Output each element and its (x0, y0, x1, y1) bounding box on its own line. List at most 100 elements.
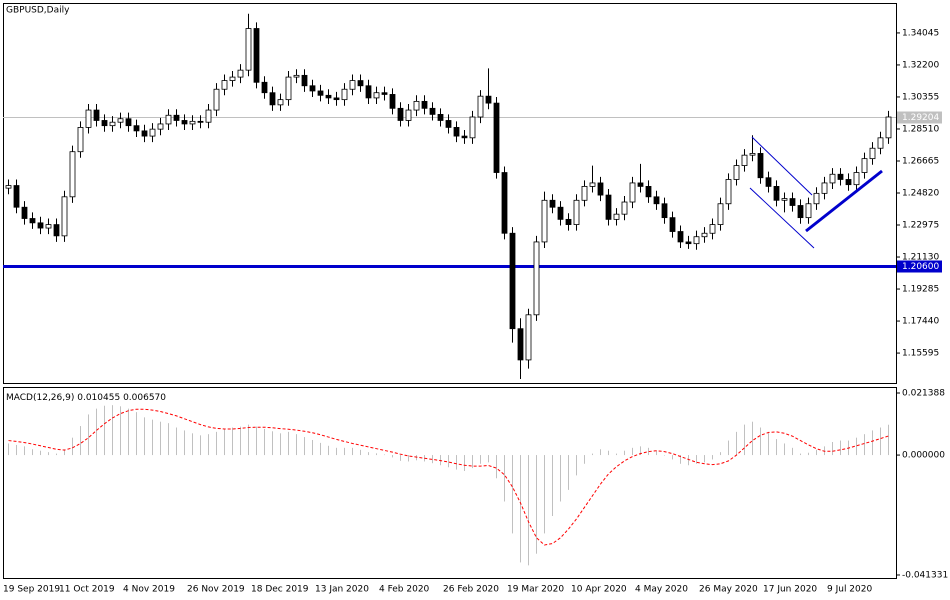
y-tick-label: -0.041331 (902, 570, 948, 580)
y-tick-label: 1.26665 (902, 156, 939, 166)
candle-body (605, 194, 612, 220)
candle-body (749, 153, 756, 156)
y-tick-label: 0.000000 (902, 451, 945, 461)
candle-body (21, 206, 28, 219)
macd-bar (624, 450, 625, 456)
macd-bar (152, 419, 153, 456)
macd-bar (208, 434, 209, 456)
macd-bar (376, 453, 377, 456)
candle-body (341, 88, 348, 101)
x-tick-label: 26 Feb 2020 (443, 585, 499, 595)
candle-body (357, 80, 364, 87)
x-tick-label: 26 Nov 2019 (187, 585, 245, 595)
x-tick-label: 4 May 2020 (635, 585, 688, 595)
signal-readout: 0.006570 (123, 393, 166, 403)
candle-body (261, 81, 268, 94)
macd-bar (672, 455, 673, 460)
macd-bar (216, 431, 217, 456)
candle-body (93, 109, 100, 121)
macd-bar (296, 434, 297, 456)
macd-bar (176, 427, 177, 456)
macd-bar (352, 447, 353, 456)
candle-body (253, 28, 260, 83)
macd-bar (80, 426, 81, 456)
x-tick-label: 17 Jun 2020 (763, 585, 817, 595)
macd-bar (864, 434, 865, 456)
macd-bar (664, 455, 665, 456)
macd-bar (312, 439, 313, 456)
candle-body (61, 196, 68, 237)
macd-bar (8, 443, 9, 456)
macd-bar (288, 431, 289, 456)
macd-bar (272, 431, 273, 456)
macd-bar (872, 430, 873, 456)
macd-bar (576, 455, 577, 476)
candle-body (29, 218, 36, 224)
trend-line (805, 169, 883, 233)
candle-body (733, 165, 740, 180)
macd-bar (72, 437, 73, 456)
candle-body (541, 199, 548, 243)
candle-body (621, 201, 628, 215)
candle-body (197, 120, 204, 123)
macd-bar (480, 455, 481, 464)
x-tick-label: 9 Jul 2020 (827, 585, 872, 595)
macd-bar (328, 445, 329, 456)
candle-body (381, 92, 388, 95)
macd-bar (488, 455, 489, 463)
macd-bar (792, 447, 793, 456)
macd-bar (128, 408, 129, 456)
macd-bar (184, 430, 185, 456)
macd-bar (768, 431, 769, 456)
macd-bar (168, 423, 169, 456)
candle-body (477, 95, 484, 118)
macd-readout: 0.010455 (77, 393, 120, 403)
candle-body (829, 173, 836, 184)
macd-bar (632, 447, 633, 456)
candle-body (813, 192, 820, 205)
candle-body (805, 203, 812, 219)
candle-body (53, 224, 60, 237)
candle-body (285, 76, 292, 101)
macd-bar (192, 433, 193, 456)
macd-bar (616, 453, 617, 456)
macd-bar (384, 454, 385, 456)
macd-bar (304, 437, 305, 456)
candle-body (45, 224, 52, 229)
price-panel (3, 3, 897, 384)
candle-body (725, 179, 732, 205)
macd-bar (720, 452, 721, 456)
candle-body (877, 137, 884, 149)
candle-body (493, 102, 500, 173)
macd-bar (800, 453, 801, 456)
x-tick-label: 10 Apr 2020 (571, 585, 627, 595)
macd-bar (544, 455, 545, 534)
candle-body (469, 116, 476, 139)
candle-body (693, 236, 700, 245)
macd-bar (144, 417, 145, 456)
candle-body (717, 203, 724, 225)
macd-bar (240, 426, 241, 456)
candle-body (301, 74, 308, 87)
candle-body (429, 107, 436, 115)
macd-bar (344, 447, 345, 456)
macd-bar (112, 405, 113, 456)
candle-body (69, 151, 76, 198)
macd-bar (760, 427, 761, 456)
candle-body (685, 241, 692, 245)
candle-body (373, 92, 380, 99)
macd-bar (688, 455, 689, 466)
candle-body (397, 107, 404, 121)
macd-bar (232, 427, 233, 456)
channel-line (751, 136, 813, 196)
candle-body (117, 118, 124, 123)
price-label-box (897, 111, 942, 124)
macd-bar (368, 452, 369, 456)
candle-body (797, 205, 804, 219)
candle-body (269, 92, 276, 106)
candle-body (629, 182, 636, 203)
macd-bar (392, 455, 393, 458)
x-tick-label: 19 Sep 2019 (3, 585, 60, 595)
candle-body (565, 218, 572, 225)
macd-bar (64, 449, 65, 456)
